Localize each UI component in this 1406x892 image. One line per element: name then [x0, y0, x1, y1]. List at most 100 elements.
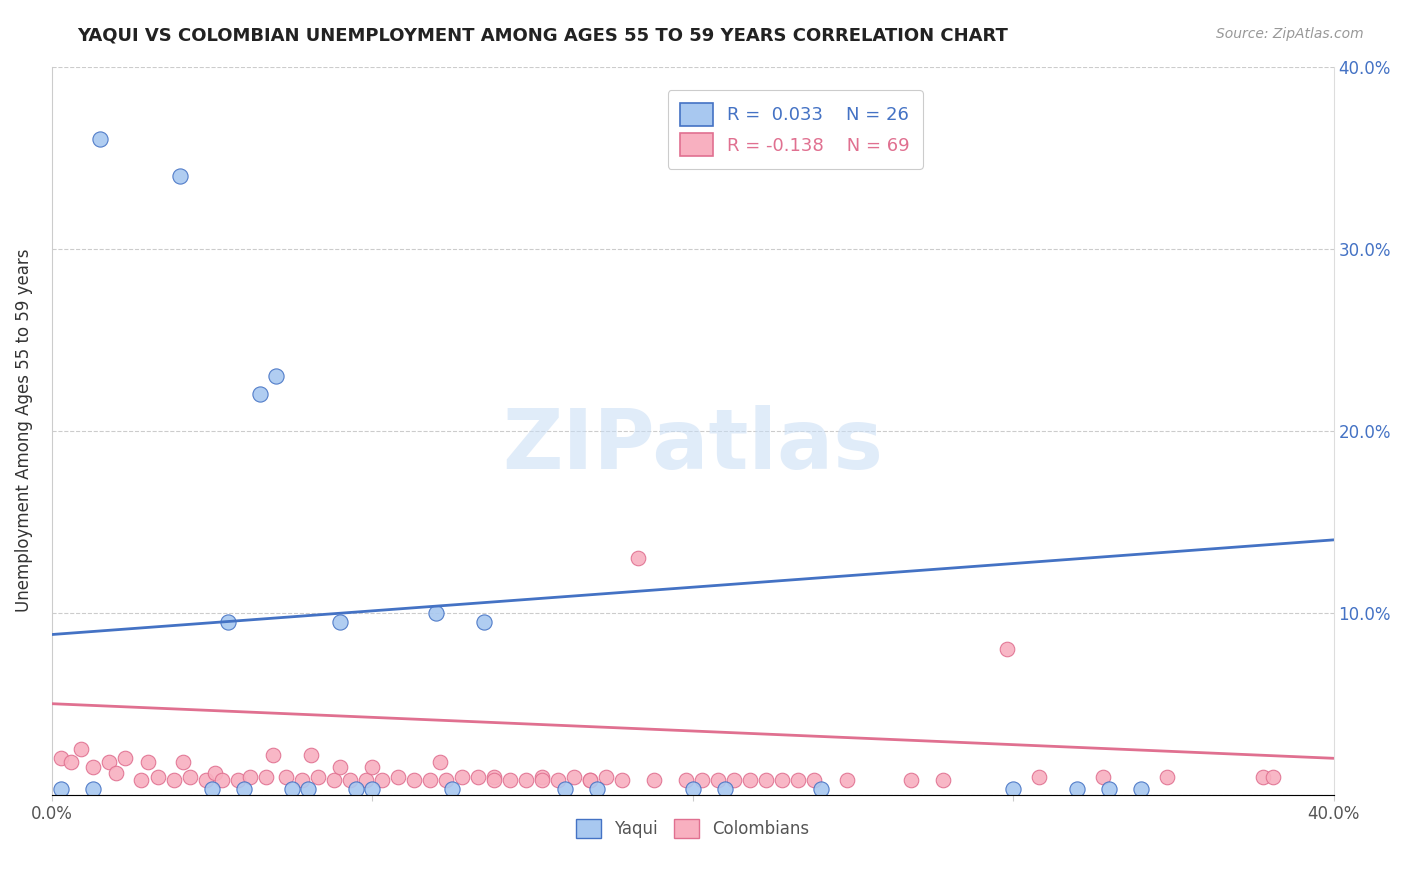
- Point: [1002, 782, 1025, 797]
- Point: [429, 755, 451, 769]
- Text: YAQUI VS COLOMBIAN UNEMPLOYMENT AMONG AGES 55 TO 59 YEARS CORRELATION CHART: YAQUI VS COLOMBIAN UNEMPLOYMENT AMONG AG…: [77, 27, 1008, 45]
- Point: [1251, 770, 1274, 784]
- Point: [835, 773, 858, 788]
- Point: [329, 760, 352, 774]
- Point: [682, 782, 704, 797]
- Point: [274, 770, 297, 784]
- Point: [322, 773, 344, 788]
- Point: [740, 773, 762, 788]
- Point: [249, 387, 271, 401]
- Point: [595, 770, 617, 784]
- Point: [136, 755, 159, 769]
- Point: [299, 747, 322, 762]
- Point: [612, 773, 634, 788]
- Point: [211, 773, 233, 788]
- Point: [553, 782, 575, 797]
- Point: [692, 773, 714, 788]
- Point: [434, 773, 457, 788]
- Point: [585, 782, 607, 797]
- Point: [441, 782, 464, 797]
- Point: [361, 760, 384, 774]
- Point: [547, 773, 569, 788]
- Text: ZIPatlas: ZIPatlas: [502, 405, 883, 486]
- Point: [499, 773, 522, 788]
- Point: [387, 770, 409, 784]
- Point: [627, 551, 650, 566]
- Point: [579, 773, 602, 788]
- Point: [297, 782, 319, 797]
- Point: [1261, 770, 1284, 784]
- Point: [201, 782, 224, 797]
- Point: [531, 773, 554, 788]
- Point: [810, 782, 832, 797]
- Point: [482, 770, 505, 784]
- Point: [82, 760, 104, 774]
- Point: [425, 606, 447, 620]
- Point: [707, 773, 730, 788]
- Point: [770, 773, 793, 788]
- Point: [755, 773, 778, 788]
- Point: [474, 615, 496, 629]
- Point: [162, 773, 184, 788]
- Point: [281, 782, 304, 797]
- Text: Source: ZipAtlas.com: Source: ZipAtlas.com: [1216, 27, 1364, 41]
- Point: [131, 773, 153, 788]
- Point: [329, 615, 352, 629]
- Legend: Yaqui, Colombians: Yaqui, Colombians: [569, 812, 817, 845]
- Point: [146, 770, 169, 784]
- Point: [172, 755, 194, 769]
- Point: [451, 770, 474, 784]
- Point: [531, 770, 554, 784]
- Point: [169, 169, 191, 183]
- Point: [114, 751, 136, 765]
- Point: [803, 773, 825, 788]
- Point: [1130, 782, 1153, 797]
- Point: [354, 773, 377, 788]
- Point: [361, 782, 384, 797]
- Point: [194, 773, 217, 788]
- Point: [713, 782, 735, 797]
- Point: [402, 773, 425, 788]
- Point: [643, 773, 665, 788]
- Point: [419, 773, 441, 788]
- Point: [723, 773, 745, 788]
- Point: [291, 773, 314, 788]
- Point: [179, 770, 201, 784]
- Point: [579, 773, 602, 788]
- Point: [239, 770, 262, 784]
- Point: [256, 770, 278, 784]
- Point: [233, 782, 256, 797]
- Point: [89, 132, 111, 146]
- Point: [264, 369, 287, 384]
- Y-axis label: Unemployment Among Ages 55 to 59 years: Unemployment Among Ages 55 to 59 years: [15, 249, 32, 613]
- Point: [1091, 770, 1114, 784]
- Point: [344, 782, 367, 797]
- Point: [1066, 782, 1088, 797]
- Point: [69, 742, 91, 756]
- Point: [900, 773, 922, 788]
- Point: [515, 773, 537, 788]
- Point: [98, 755, 121, 769]
- Point: [51, 782, 73, 797]
- Point: [204, 765, 226, 780]
- Point: [1028, 770, 1050, 784]
- Point: [675, 773, 697, 788]
- Point: [226, 773, 249, 788]
- Point: [82, 782, 104, 797]
- Point: [262, 747, 284, 762]
- Point: [307, 770, 329, 784]
- Point: [562, 770, 585, 784]
- Point: [467, 770, 489, 784]
- Point: [104, 765, 127, 780]
- Point: [995, 642, 1018, 657]
- Point: [1098, 782, 1121, 797]
- Point: [339, 773, 361, 788]
- Point: [1156, 770, 1178, 784]
- Point: [59, 755, 82, 769]
- Point: [482, 773, 505, 788]
- Point: [931, 773, 953, 788]
- Point: [217, 615, 239, 629]
- Point: [787, 773, 810, 788]
- Point: [371, 773, 394, 788]
- Point: [51, 751, 73, 765]
